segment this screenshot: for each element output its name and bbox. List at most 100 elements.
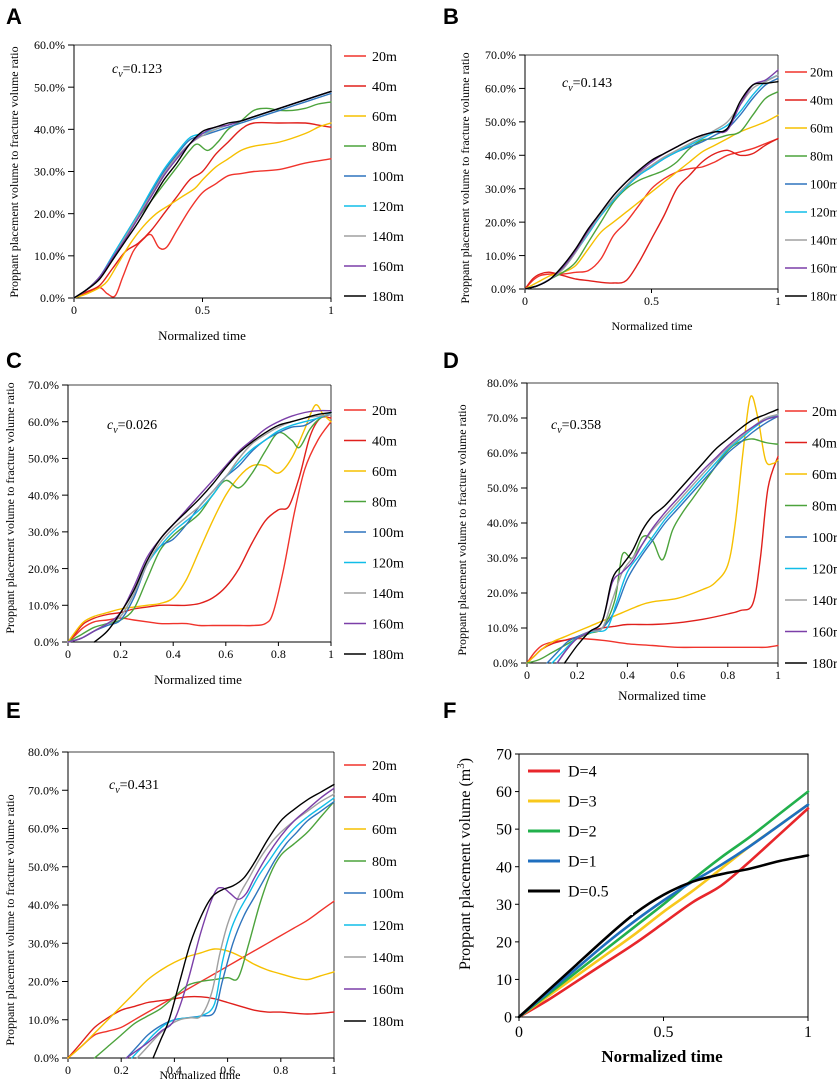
panel-c: C Proppant placement volume to fracture … <box>3 348 404 687</box>
series-line-180m <box>73 90 332 299</box>
legend-label: 20m <box>372 50 397 65</box>
legend-label: 100m <box>810 177 837 192</box>
y-tick-label: 20.0% <box>487 586 518 600</box>
x-tick-label: 0.2 <box>113 647 128 661</box>
y-tick-label: 0.0% <box>493 656 518 670</box>
panel-c-xlabel: Normalized time <box>154 672 242 687</box>
y-tick-label: 40.0% <box>28 898 59 912</box>
panel-d-legend: 20m 40m 60m 80m 100m 120m 140m 160m 180m <box>785 405 837 672</box>
y-tick-label: 20.0% <box>34 207 65 221</box>
legend-label: 180m <box>810 289 837 304</box>
legend-label: 120m <box>372 200 404 215</box>
panel-b-plot: 0.0% 10.0% 20.0% 30.0% 40.0% 50.0% 60.0% 70.0% 0… <box>485 48 781 308</box>
y-tick-label: 40.0% <box>485 148 516 162</box>
legend-label: 60m <box>372 823 397 838</box>
legend-label: 100m <box>372 170 404 185</box>
legend-label: 60m <box>812 468 837 483</box>
y-tick-label: 10.0% <box>28 1013 59 1027</box>
legend-label: D=0.5 <box>568 884 609 901</box>
legend-label: 140m <box>812 594 837 609</box>
legend-label: 60m <box>372 110 397 125</box>
legend-label: D=3 <box>568 794 597 811</box>
x-tick-label: 0.8 <box>271 647 286 661</box>
y-tick-label: 30.0% <box>485 182 516 196</box>
legend-label: 180m <box>372 1015 404 1030</box>
y-tick-label: 70.0% <box>487 411 518 425</box>
y-tick-label: 0.0% <box>40 291 65 305</box>
legend-label: 20m <box>372 404 397 419</box>
panel-f-plot: 0 10 20 30 40 50 60 70 0 0.5 1 <box>496 747 812 1041</box>
series-line-d-0-5 <box>517 854 810 1019</box>
x-tick-label: 1 <box>775 294 781 308</box>
x-tick-label: 0.4 <box>620 668 635 682</box>
x-tick-label: 0 <box>522 294 528 308</box>
panel-a-legend: 20m 40m 60m 80m 100m 120m 140m 160m 180m <box>344 50 404 305</box>
series-line-40m <box>67 995 335 1059</box>
x-tick-label: 0 <box>65 647 71 661</box>
y-tick-label: 70.0% <box>485 48 516 62</box>
panel-b: B Proppant placement volume to fracture … <box>443 4 837 333</box>
panel-b-cv: cv=0.143 <box>562 76 612 94</box>
series-line-40m <box>526 455 779 664</box>
y-tick-label: 50.0% <box>28 452 59 466</box>
y-tick-label: 60.0% <box>28 822 59 836</box>
legend-label: 120m <box>810 205 837 220</box>
x-tick-label: 1 <box>328 647 334 661</box>
x-tick-label: 0.5 <box>644 294 659 308</box>
series-line-20m <box>73 158 332 299</box>
panel-a-cv: cv=0.123 <box>112 62 162 80</box>
legend-label: 100m <box>372 887 404 902</box>
y-tick-label: 20.0% <box>28 975 59 989</box>
series-line-180m <box>563 408 779 664</box>
y-tick-label: 50.0% <box>34 80 65 94</box>
x-tick-label: 1 <box>804 1024 812 1041</box>
x-tick-label: 0.2 <box>570 668 585 682</box>
x-tick-label: 0.6 <box>220 1063 235 1077</box>
legend-label: 80m <box>810 149 833 164</box>
legend-label: 60m <box>372 465 397 480</box>
panel-c-legend: 20m 40m 60m 80m 100m 120m 140m 160m 180m <box>344 404 404 663</box>
legend-label: 140m <box>810 233 837 248</box>
y-tick-label: 50 <box>496 822 512 839</box>
y-tick-label: 0.0% <box>34 1051 59 1065</box>
panel-f-ylabel: Proppant placement volume (m3) <box>455 758 474 970</box>
series-line-d-1 <box>517 803 810 1019</box>
legend-label: 120m <box>372 556 404 571</box>
series-line-100m <box>125 801 335 1059</box>
legend-label: 120m <box>372 919 404 934</box>
y-tick-label: 50.0% <box>487 481 518 495</box>
legend-label: 40m <box>372 434 397 449</box>
y-tick-label: 30.0% <box>487 551 518 565</box>
x-tick-label: 0.5 <box>654 1024 674 1041</box>
x-tick-label: 1 <box>328 303 334 317</box>
legend-background <box>521 755 633 915</box>
y-tick-label: 40 <box>496 859 512 876</box>
legend-label: 180m <box>372 648 404 663</box>
series-line-60m <box>524 114 779 290</box>
series-line-40m <box>73 121 332 299</box>
series-line-180m <box>93 411 332 643</box>
panel-e-ylabel: Proppant placement volume to fracture vo… <box>3 794 17 1045</box>
legend-label: 60m <box>810 121 833 136</box>
panel-d: D Proppant placement volume to fracture … <box>443 348 837 703</box>
series-line-d-4 <box>517 807 810 1019</box>
y-tick-label: 60 <box>496 784 512 801</box>
y-tick-label: 20.0% <box>28 562 59 576</box>
panel-label-b: B <box>443 4 459 29</box>
y-tick-label: 60.0% <box>487 446 518 460</box>
y-tick-label: 50.0% <box>28 860 59 874</box>
y-tick-label: 60.0% <box>485 82 516 96</box>
series-line-20m <box>526 637 779 664</box>
series-line-140m <box>136 793 335 1059</box>
panel-d-cv: cv=0.358 <box>551 418 601 436</box>
panel-b-xlabel: Normalized time <box>612 319 693 333</box>
panel-e-legend: 20m 40m 60m 80m 100m 120m 140m 160m 180m <box>344 759 404 1030</box>
legend-label: 80m <box>372 495 397 510</box>
legend-label: 160m <box>812 625 837 640</box>
x-tick-label: 0.8 <box>720 668 735 682</box>
x-tick-label: 0.2 <box>114 1063 129 1077</box>
series-line-20m <box>67 900 335 1059</box>
panel-a-xlabel: Normalized time <box>158 328 246 343</box>
series-line-80m <box>93 801 335 1059</box>
